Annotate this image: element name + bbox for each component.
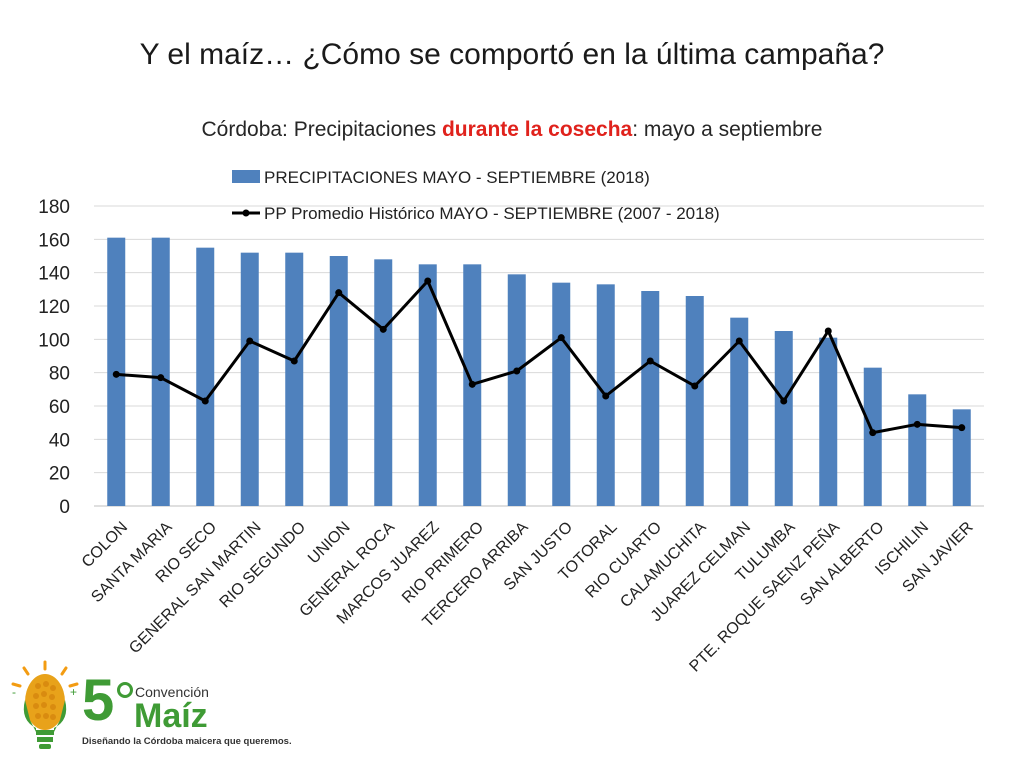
line-point: [201, 397, 209, 405]
logo-convencion: Convención: [135, 684, 209, 700]
legend-bar-label: PRECIPITACIONES MAYO - SEPTIEMBRE (2018): [264, 168, 650, 187]
chart-title-highlight: durante la cosecha: [441, 118, 633, 141]
x-tick-label: RIO SEGUNDO: [217, 519, 309, 611]
line-point: [913, 420, 921, 428]
line-point: [602, 392, 610, 400]
degree-icon: [117, 682, 133, 698]
y-tick-label: 120: [38, 297, 70, 318]
line-point: [691, 382, 699, 390]
line-point: [824, 327, 832, 335]
y-tick-label: 100: [38, 330, 70, 351]
bar: [329, 256, 348, 506]
line-point: [557, 334, 565, 342]
bar: [774, 331, 793, 506]
y-tick-label: 20: [49, 464, 70, 485]
bar: [240, 252, 259, 506]
y-tick-label: 140: [38, 264, 70, 285]
bar: [730, 317, 749, 506]
chart-title-suffix: : mayo a septiembre: [632, 118, 823, 141]
y-tick-label: 60: [49, 397, 70, 418]
line-point: [513, 367, 521, 375]
line-point: [869, 429, 877, 437]
bar: [552, 282, 571, 506]
line-point: [646, 357, 654, 365]
bar: [908, 394, 927, 506]
logo-tagline: Diseñando la Córdoba maicera que queremo…: [82, 736, 292, 747]
bar: [685, 296, 704, 506]
svg-text:-: -: [12, 685, 16, 699]
bar: [641, 291, 660, 506]
line-point: [112, 370, 120, 378]
line-point: [290, 357, 298, 365]
bar: [418, 264, 437, 506]
line-point: [780, 397, 788, 405]
y-tick-label: 40: [49, 430, 70, 451]
legend-line-marker: [242, 209, 250, 217]
logo-brand: Maíz: [134, 697, 208, 735]
line-point: [335, 289, 343, 297]
x-tick-label: RIO PRIMERO: [399, 519, 487, 607]
bar: [374, 259, 393, 506]
bar: [819, 337, 838, 506]
chart-title-prefix: Córdoba: Precipitaciones: [201, 118, 442, 141]
bar: [196, 247, 215, 506]
chart-title: Córdoba: Precipitaciones durante la cose…: [0, 118, 1024, 142]
line-point: [246, 337, 254, 345]
convention-logo: + - 5 Convención Maíz Diseñando la Córdo…: [10, 660, 300, 760]
bar: [863, 367, 882, 506]
legend-line-label: PP Promedio Histórico MAYO - SEPTIEMBRE …: [264, 204, 720, 223]
svg-text:+: +: [70, 685, 77, 699]
line-point: [468, 380, 476, 388]
y-tick-label: 180: [38, 197, 70, 218]
y-tick-label: 160: [38, 230, 70, 251]
corn-lightbulb-icon: + -: [11, 660, 79, 749]
x-tick-label: SANTA MARIA: [88, 519, 175, 606]
line-point: [379, 325, 387, 333]
slide-title: Y el maíz… ¿Cómo se comportó en la últim…: [139, 38, 885, 71]
line-point: [424, 277, 432, 285]
bar: [952, 409, 971, 506]
bar: [285, 252, 304, 506]
logo-number: 5: [82, 668, 115, 733]
legend-bar-swatch: [232, 170, 260, 183]
line-series: [116, 279, 962, 435]
line-point: [735, 337, 743, 345]
y-tick-label: 80: [49, 364, 70, 385]
bar: [507, 274, 526, 506]
line-point: [958, 424, 966, 432]
bar: [151, 237, 170, 506]
y-tick-label: 0: [59, 497, 70, 518]
line-point: [157, 374, 165, 382]
